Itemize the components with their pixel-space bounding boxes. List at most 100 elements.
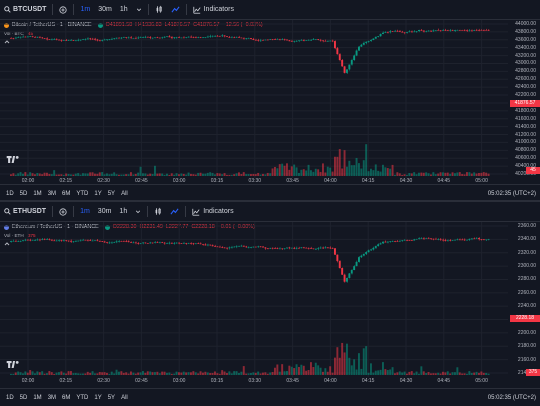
- chart-type-button[interactable]: [167, 0, 184, 19]
- volume-bar: [214, 371, 216, 375]
- range-all[interactable]: All: [121, 190, 128, 197]
- range-5y[interactable]: 5Y: [107, 190, 116, 197]
- pane-divider[interactable]: [0, 200, 540, 202]
- candle-body: [264, 247, 267, 249]
- range-ytd[interactable]: YTD: [76, 394, 89, 401]
- candle-body: [355, 50, 358, 56]
- candle-body: [290, 247, 293, 249]
- collapse-legend-icon[interactable]: [0, 38, 14, 46]
- range-1m[interactable]: 1M: [33, 394, 42, 401]
- volume-bar: [473, 172, 476, 176]
- candle-body: [206, 36, 209, 38]
- price-tick-label: 2240.00: [517, 303, 536, 310]
- btc-chart-pane[interactable]: BTCUSDT 1m 30m 1h Indicators Bitcoin / T…: [0, 0, 540, 200]
- range-6m[interactable]: 6M: [62, 190, 71, 197]
- candle-body: [216, 246, 219, 248]
- range-1m[interactable]: 1M: [33, 190, 42, 197]
- bar-style-button[interactable]: [150, 202, 166, 221]
- volume-bar: [209, 373, 212, 375]
- candle-body: [194, 243, 197, 244]
- candle-body: [473, 30, 476, 31]
- range-5d[interactable]: 5D: [19, 190, 28, 197]
- ohlc-close: C41876.57: [193, 22, 220, 28]
- time-axis[interactable]: 02:00 02:15 02:30 02:45 03:00 03:15 03:30 03:45…: [0, 376, 508, 388]
- range-1y[interactable]: 1Y: [94, 394, 102, 401]
- volume-bar: [194, 174, 197, 176]
- volume-bar: [89, 172, 92, 176]
- interval-dropdown[interactable]: [132, 0, 146, 19]
- volume-bar: [271, 372, 274, 375]
- candle-body: [29, 239, 32, 241]
- candle-body: [274, 248, 276, 249]
- volume-bar: [264, 372, 267, 375]
- time-axis[interactable]: 02:00 02:15 02:30 02:45 03:00 03:15 03:30 03:45…: [0, 176, 508, 188]
- candle-body: [288, 247, 291, 249]
- price-plot[interactable]: [0, 20, 508, 178]
- time-tick-label: 03:00: [172, 178, 186, 184]
- candle-body: [463, 30, 466, 31]
- interval-1h[interactable]: 1h: [119, 6, 128, 13]
- volume-bar: [456, 172, 459, 176]
- symbol-search-button[interactable]: BTCUSDT: [0, 0, 50, 19]
- price-axis[interactable]: 44000.00 43800.00 43600.00 43400.00 43200.00…: [508, 20, 540, 178]
- compare-button[interactable]: [55, 202, 71, 221]
- price-tick-label: 42400.00: [515, 84, 536, 91]
- eth-chart-pane[interactable]: ETHUSDT 1m 30m 1h Indicators Ethereum / …: [0, 202, 540, 405]
- volume-bar: [295, 167, 298, 176]
- range-6m[interactable]: 6M: [62, 394, 71, 401]
- range-1y[interactable]: 1Y: [94, 190, 102, 197]
- compare-button[interactable]: [55, 0, 71, 19]
- clock[interactable]: 05:02:35 (UTC+2): [487, 394, 536, 401]
- candle-body: [470, 238, 473, 240]
- candle-body: [288, 40, 291, 42]
- candle-body: [398, 31, 401, 32]
- ohlc-open: O41891.58: [105, 22, 133, 28]
- interval-30m[interactable]: 30m: [97, 208, 112, 215]
- candle-body: [470, 30, 473, 32]
- range-ytd[interactable]: YTD: [76, 190, 89, 197]
- candle-body: [134, 38, 137, 39]
- candle-body: [430, 238, 432, 240]
- volume-bar: [482, 372, 485, 375]
- collapse-legend-icon[interactable]: [0, 240, 14, 248]
- range-all[interactable]: All: [121, 394, 128, 401]
- interval-1m[interactable]: 1m: [80, 208, 90, 215]
- volume-bar: [242, 172, 245, 176]
- candle-body: [264, 39, 267, 41]
- interval-30m[interactable]: 30m: [98, 6, 112, 13]
- range-3m[interactable]: 3M: [47, 190, 57, 197]
- candle-body: [274, 39, 276, 40]
- indicators-button[interactable]: Indicators: [189, 0, 238, 19]
- price-tick-label: 2320.00: [517, 249, 536, 256]
- interval-dropdown[interactable]: [131, 202, 145, 221]
- price-plot[interactable]: [0, 222, 508, 377]
- bar-style-button[interactable]: [151, 0, 167, 19]
- volume-bar: [230, 373, 233, 375]
- candle-body: [175, 37, 178, 38]
- indicators-button[interactable]: Indicators: [188, 202, 237, 221]
- volume-bar: [281, 364, 284, 375]
- candle-body: [370, 249, 372, 251]
- price-axis[interactable]: 2360.00 2340.00 2320.00 2300.00 2280.00 2260.…: [508, 222, 540, 377]
- volume-bar: [238, 372, 240, 375]
- interval-1m[interactable]: 1m: [80, 6, 91, 13]
- candle-body: [24, 239, 27, 241]
- volume-bar: [65, 373, 68, 375]
- range-5d[interactable]: 5D: [19, 394, 28, 401]
- range-3m[interactable]: 3M: [47, 394, 57, 401]
- chart-type-button[interactable]: [166, 202, 183, 221]
- volume-bar: [430, 373, 432, 375]
- clock[interactable]: 05:02:35 (UTC+2): [487, 190, 536, 197]
- candle-body: [43, 239, 46, 240]
- range-1d[interactable]: 1D: [6, 190, 14, 197]
- candle-body: [146, 36, 149, 38]
- candle-body: [139, 243, 142, 244]
- symbol-search-button[interactable]: ETHUSDT: [0, 202, 50, 221]
- volume-bar: [226, 174, 228, 176]
- volume-bar: [293, 164, 296, 176]
- volume-bar: [470, 173, 473, 176]
- ohlc-high: H41936.83: [135, 22, 162, 28]
- interval-1h[interactable]: 1h: [119, 208, 128, 215]
- range-5y[interactable]: 5Y: [107, 394, 116, 401]
- range-1d[interactable]: 1D: [6, 394, 14, 401]
